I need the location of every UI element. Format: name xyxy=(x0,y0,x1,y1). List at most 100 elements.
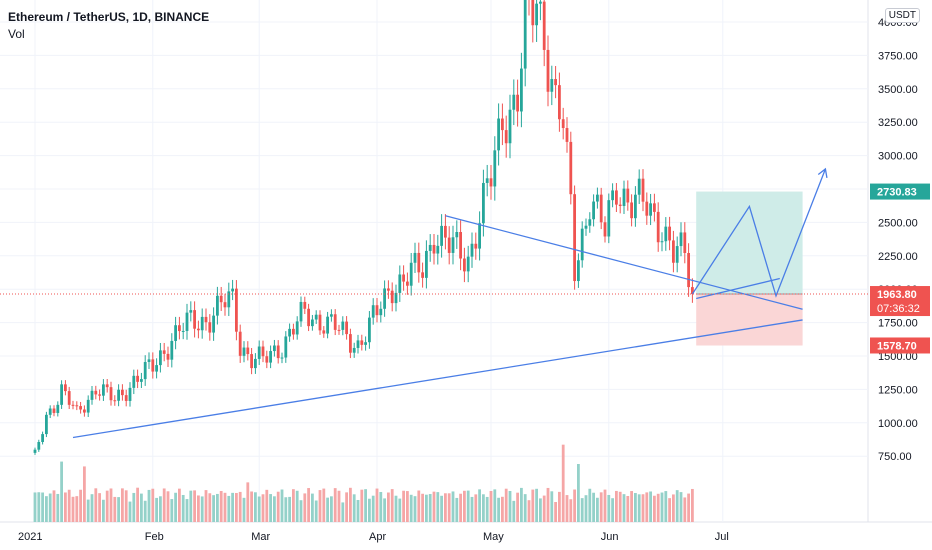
candle xyxy=(618,197,622,214)
volume-bar xyxy=(242,497,246,522)
candle xyxy=(573,185,576,290)
stop-zone xyxy=(696,294,803,346)
volume-bar xyxy=(440,495,443,522)
candle-body xyxy=(136,375,139,382)
volume-bar xyxy=(683,497,687,522)
volume-bar xyxy=(565,495,569,522)
volume-bar xyxy=(147,489,151,522)
candle-body xyxy=(626,188,630,203)
resistance-trendline xyxy=(445,215,803,310)
volume-bar xyxy=(140,493,143,522)
candle-body xyxy=(402,274,405,282)
candle xyxy=(428,234,432,262)
volume-bar xyxy=(398,498,402,522)
candle xyxy=(474,232,478,260)
candle-body xyxy=(250,354,253,369)
volume-bar xyxy=(489,490,493,522)
volume-bar xyxy=(516,492,519,522)
candle xyxy=(413,242,417,274)
candle-body xyxy=(417,252,421,273)
candle xyxy=(417,242,421,283)
candle xyxy=(356,334,360,354)
volume-bar xyxy=(333,488,337,522)
candle-body xyxy=(124,395,128,401)
candle xyxy=(193,301,196,338)
candle xyxy=(470,232,474,268)
price-label-target-bg xyxy=(870,183,930,200)
candle-body xyxy=(466,256,470,272)
candle-body xyxy=(535,3,538,26)
y-tick-label: 1000.00 xyxy=(878,418,918,430)
current-price-label: 1963.80 xyxy=(877,289,917,301)
candle-body xyxy=(37,441,41,450)
y-tick-label: 1250.00 xyxy=(878,384,918,396)
candle xyxy=(588,212,592,233)
candle-body xyxy=(603,222,607,237)
volume-bar xyxy=(67,489,71,522)
candle xyxy=(592,194,595,227)
candle xyxy=(265,350,269,369)
volume-bar xyxy=(535,488,538,522)
volume-bar xyxy=(558,491,561,522)
candle-body xyxy=(79,406,82,410)
candle-body xyxy=(284,336,288,358)
volume-bar xyxy=(554,502,557,522)
candle xyxy=(447,226,451,265)
y-tick-label: 3000.00 xyxy=(878,151,918,163)
candle xyxy=(371,298,375,325)
candle-body xyxy=(656,211,660,243)
candle xyxy=(299,296,303,327)
volume-bar xyxy=(200,496,204,522)
candle xyxy=(546,35,550,107)
candle-body xyxy=(618,204,622,207)
price-label-stop: 1578.70 xyxy=(877,340,917,352)
candle-body xyxy=(204,316,208,323)
volume-bar xyxy=(596,497,599,522)
volume-bar xyxy=(48,493,52,522)
candle xyxy=(554,66,557,99)
volume-bar xyxy=(303,493,307,522)
candle xyxy=(280,352,284,364)
candle-body xyxy=(679,232,683,247)
candle xyxy=(584,218,588,236)
candle xyxy=(451,225,455,265)
volume-bar xyxy=(474,494,478,522)
volume-bar xyxy=(208,493,212,522)
volume-bar xyxy=(311,493,314,522)
currency-button[interactable]: USDT xyxy=(884,8,920,23)
volume-bar xyxy=(322,488,326,522)
y-tick-label: 2500.00 xyxy=(878,217,918,229)
candle-body xyxy=(326,316,329,334)
candle xyxy=(466,245,470,283)
candle-body xyxy=(622,188,626,207)
volume-bar xyxy=(75,496,79,522)
volume-bar xyxy=(52,490,56,522)
candle-body xyxy=(216,295,219,316)
candle-body xyxy=(219,295,223,303)
volume-bar xyxy=(550,491,554,522)
candle-body xyxy=(246,347,250,355)
candle-body xyxy=(356,340,360,348)
candle-body xyxy=(645,201,649,216)
volume-bar xyxy=(383,498,386,522)
candle-body xyxy=(485,178,489,183)
volume-bar xyxy=(455,497,459,522)
candle-body xyxy=(508,109,512,144)
candle-body xyxy=(664,226,668,242)
candle-body xyxy=(212,315,215,333)
candle xyxy=(421,262,424,288)
candle xyxy=(341,316,345,336)
candle xyxy=(622,180,626,214)
candle xyxy=(235,280,238,341)
volume-bar xyxy=(675,490,679,522)
volume-bar xyxy=(33,492,37,522)
volume-bar xyxy=(409,494,413,522)
candle-body xyxy=(273,345,276,352)
candle-body xyxy=(516,94,519,112)
candle xyxy=(352,342,356,358)
candle-body xyxy=(52,408,56,413)
candle-body xyxy=(265,356,269,363)
volume-bar xyxy=(668,498,671,522)
volume-bar xyxy=(577,464,580,522)
